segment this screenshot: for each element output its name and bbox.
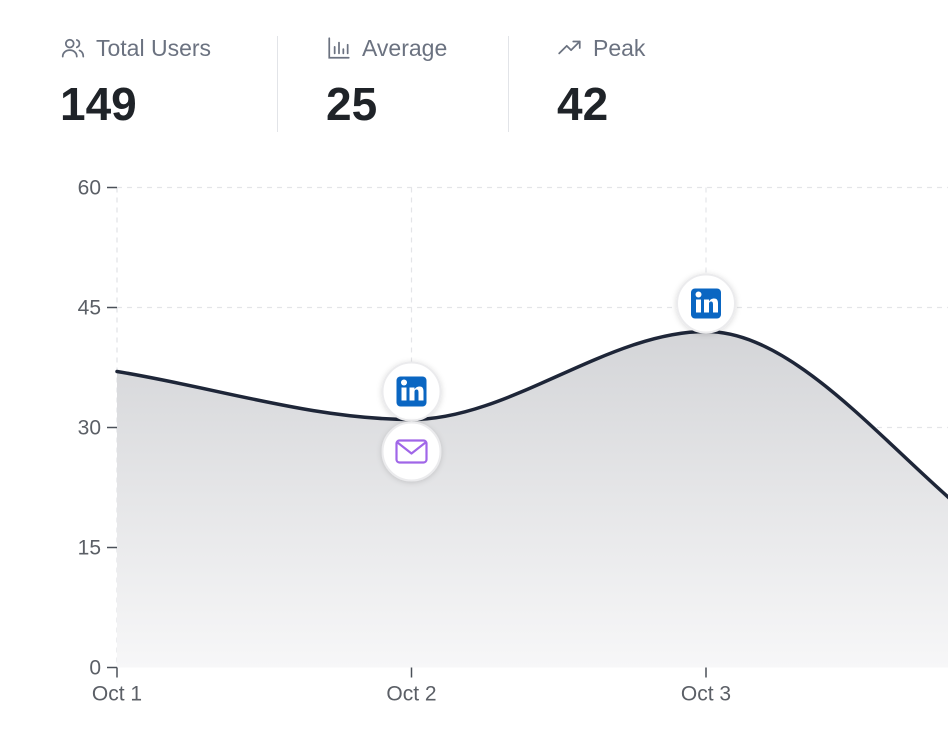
linkedin-icon [381,361,442,422]
y-tick-label: 45 [78,297,101,320]
stat-total-users: Total Users 149 [60,30,212,131]
area-chart: 0 15 30 45 60 Oct 1 Oct 2 Oct 3 [78,177,948,706]
area-fill [117,331,948,668]
series-line [115,329,948,500]
stat-label: Total Users [96,34,212,61]
y-tick-label: 15 [78,537,101,560]
stat-label: Average [362,34,448,61]
stat-average: Average 25 [326,30,448,131]
stats-row: Total Users 149 Average 25 Peak 42 [0,0,948,140]
x-tick-label: Oct 2 [386,683,436,706]
y-tick-label: 0 [89,657,101,680]
bar-chart-icon [328,37,350,59]
trending-up-icon [558,40,581,55]
email-icon [381,421,442,482]
x-tick-label: Oct 3 [681,683,731,706]
linkedin-icon [676,273,736,334]
x-tick-label: Oct 1 [92,683,142,706]
stat-value: 42 [557,78,609,130]
y-tick-label: 30 [78,417,101,440]
stat-peak: Peak 42 [557,30,646,131]
stat-value: 25 [326,78,378,130]
divider [508,36,509,132]
y-tick-label: 60 [78,177,101,200]
divider [277,36,278,132]
users-icon [61,38,85,58]
stat-value: 149 [60,78,137,130]
stat-label: Peak [593,34,646,61]
